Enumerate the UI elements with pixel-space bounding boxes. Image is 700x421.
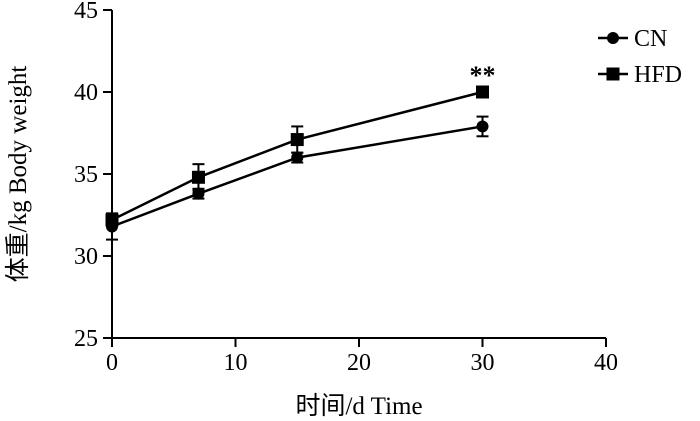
series-line-cn	[111, 125, 483, 228]
x-tick-label: 0	[106, 350, 118, 376]
y-axis-label: 体重/kg Body weight	[4, 66, 32, 283]
x-tick-label: 10	[224, 350, 248, 376]
x-tick-label: 30	[471, 350, 495, 376]
legend: CN HFD	[598, 26, 682, 88]
legend-label-hfd: HFD	[634, 62, 682, 88]
y-tick-label: 45	[74, 0, 98, 24]
legend-label-cn: CN	[634, 26, 667, 52]
data-point-hfd	[476, 85, 489, 99]
series-line-hfd	[111, 90, 483, 222]
y-tick-label: 25	[74, 326, 98, 352]
y-tick-label: 35	[74, 162, 98, 188]
axes	[111, 10, 606, 339]
data-point-cn	[476, 120, 489, 133]
y-tick-label: 40	[74, 80, 98, 106]
legend-marker-cn	[607, 32, 619, 44]
data-point-hfd	[290, 133, 304, 147]
x-axis-label: 时间/d Time	[295, 392, 422, 420]
data-point-hfd	[105, 213, 119, 227]
data-point-hfd	[191, 170, 205, 184]
series-hfd	[105, 85, 489, 227]
y-tick-label: 30	[74, 244, 98, 270]
x-tick-label: 20	[347, 350, 371, 376]
legend-item-hfd: HFD	[598, 62, 682, 88]
significance-annotation: **	[470, 61, 496, 90]
legend-marker-hfd	[606, 67, 620, 81]
y-ticks: 25 30 35 40 45	[74, 0, 112, 352]
series-cn	[106, 115, 489, 241]
annotation-layer: **	[470, 61, 496, 90]
x-ticks: 0 10 20 30 40	[106, 338, 618, 376]
data-point-cn	[291, 151, 304, 164]
x-tick-label: 40	[594, 350, 618, 376]
series-layer	[105, 85, 489, 241]
legend-item-cn: CN	[598, 26, 667, 52]
